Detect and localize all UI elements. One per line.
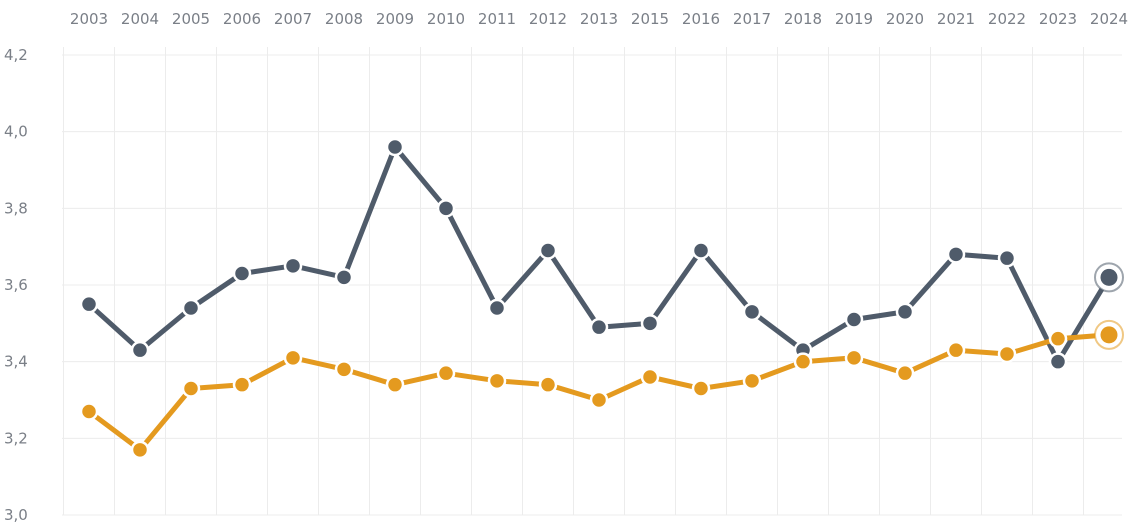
x-tick-label: 2005 [172, 10, 210, 28]
x-tick-label: 2008 [325, 10, 363, 28]
x-tick-label: 2004 [121, 10, 159, 28]
data-point[interactable] [130, 340, 150, 360]
x-tick-label: 2019 [835, 10, 873, 28]
data-point[interactable] [691, 379, 711, 398]
x-tick-label: 2018 [784, 10, 822, 28]
data-point[interactable] [946, 245, 966, 264]
data-point[interactable] [844, 348, 864, 368]
x-tick-label: 2007 [274, 10, 312, 28]
x-tick-label: 2012 [529, 10, 567, 28]
x-tick-label: 2016 [682, 10, 720, 28]
x-tick-label: 2006 [223, 10, 261, 28]
x-tick-label: 2009 [376, 10, 414, 28]
data-point[interactable] [589, 317, 609, 337]
y-tick-label: 3,6 [4, 276, 28, 294]
data-point[interactable] [79, 294, 99, 314]
data-point[interactable] [640, 314, 660, 333]
data-point[interactable] [895, 363, 915, 383]
x-tick-label: 2010 [427, 10, 465, 28]
data-point[interactable] [181, 298, 201, 318]
data-point[interactable] [742, 302, 762, 322]
series-1 [79, 137, 1124, 371]
data-point[interactable] [232, 264, 252, 283]
data-point[interactable] [1048, 329, 1068, 348]
y-tick-label: 4,0 [4, 123, 28, 141]
x-tick-label: 2023 [1039, 10, 1077, 28]
data-point[interactable] [640, 367, 660, 387]
data-point[interactable] [742, 371, 762, 391]
x-tick-label: 2003 [70, 10, 108, 28]
data-point[interactable] [385, 137, 405, 157]
data-point[interactable] [181, 379, 201, 398]
data-point[interactable] [691, 241, 711, 260]
data-point[interactable] [1048, 352, 1068, 371]
y-tick-label: 3,4 [4, 353, 28, 371]
grid-layer [62, 47, 1122, 516]
y-tick-label: 3,0 [4, 506, 28, 522]
data-point[interactable] [334, 360, 354, 379]
data-point[interactable] [487, 371, 507, 391]
x-tick-label: 2022 [988, 10, 1026, 28]
x-tick-label: 2024 [1090, 10, 1128, 28]
data-point[interactable] [130, 440, 150, 460]
x-tick-label: 2020 [886, 10, 924, 28]
data-point[interactable] [997, 344, 1017, 364]
data-point[interactable] [334, 268, 354, 287]
series-2 [79, 319, 1124, 460]
data-point[interactable] [589, 390, 609, 410]
data-point[interactable] [538, 375, 558, 394]
data-point[interactable] [1100, 326, 1118, 344]
series-layer [79, 137, 1124, 460]
data-point[interactable] [79, 402, 99, 421]
data-point[interactable] [283, 256, 303, 276]
data-point[interactable] [283, 348, 303, 368]
data-point[interactable] [844, 310, 864, 329]
x-tick-label: 2015 [631, 10, 669, 28]
data-point[interactable] [538, 241, 558, 260]
y-tick-label: 3,8 [4, 199, 28, 217]
x-axis: 2003 2004 2005 2006 2007 2008 2009 2010 2011 2012… [70, 10, 1128, 28]
x-tick-label: 2021 [937, 10, 975, 28]
x-tick-label: 2017 [733, 10, 771, 28]
data-point[interactable] [436, 199, 456, 218]
data-point[interactable] [1100, 268, 1118, 286]
data-point[interactable] [436, 363, 456, 383]
y-tick-label: 4,2 [4, 46, 28, 64]
data-point[interactable] [793, 352, 813, 371]
data-point[interactable] [385, 375, 405, 394]
data-point[interactable] [487, 298, 507, 318]
data-point[interactable] [997, 248, 1017, 268]
y-tick-label: 3,2 [4, 429, 28, 447]
x-tick-label: 2011 [478, 10, 516, 28]
data-point[interactable] [895, 302, 915, 322]
data-point[interactable] [946, 340, 966, 360]
y-axis: 3,0 3,2 3,4 3,6 3,8 4,0 4,2 [4, 46, 28, 522]
x-tick-label: 2013 [580, 10, 618, 28]
data-point[interactable] [232, 375, 252, 394]
